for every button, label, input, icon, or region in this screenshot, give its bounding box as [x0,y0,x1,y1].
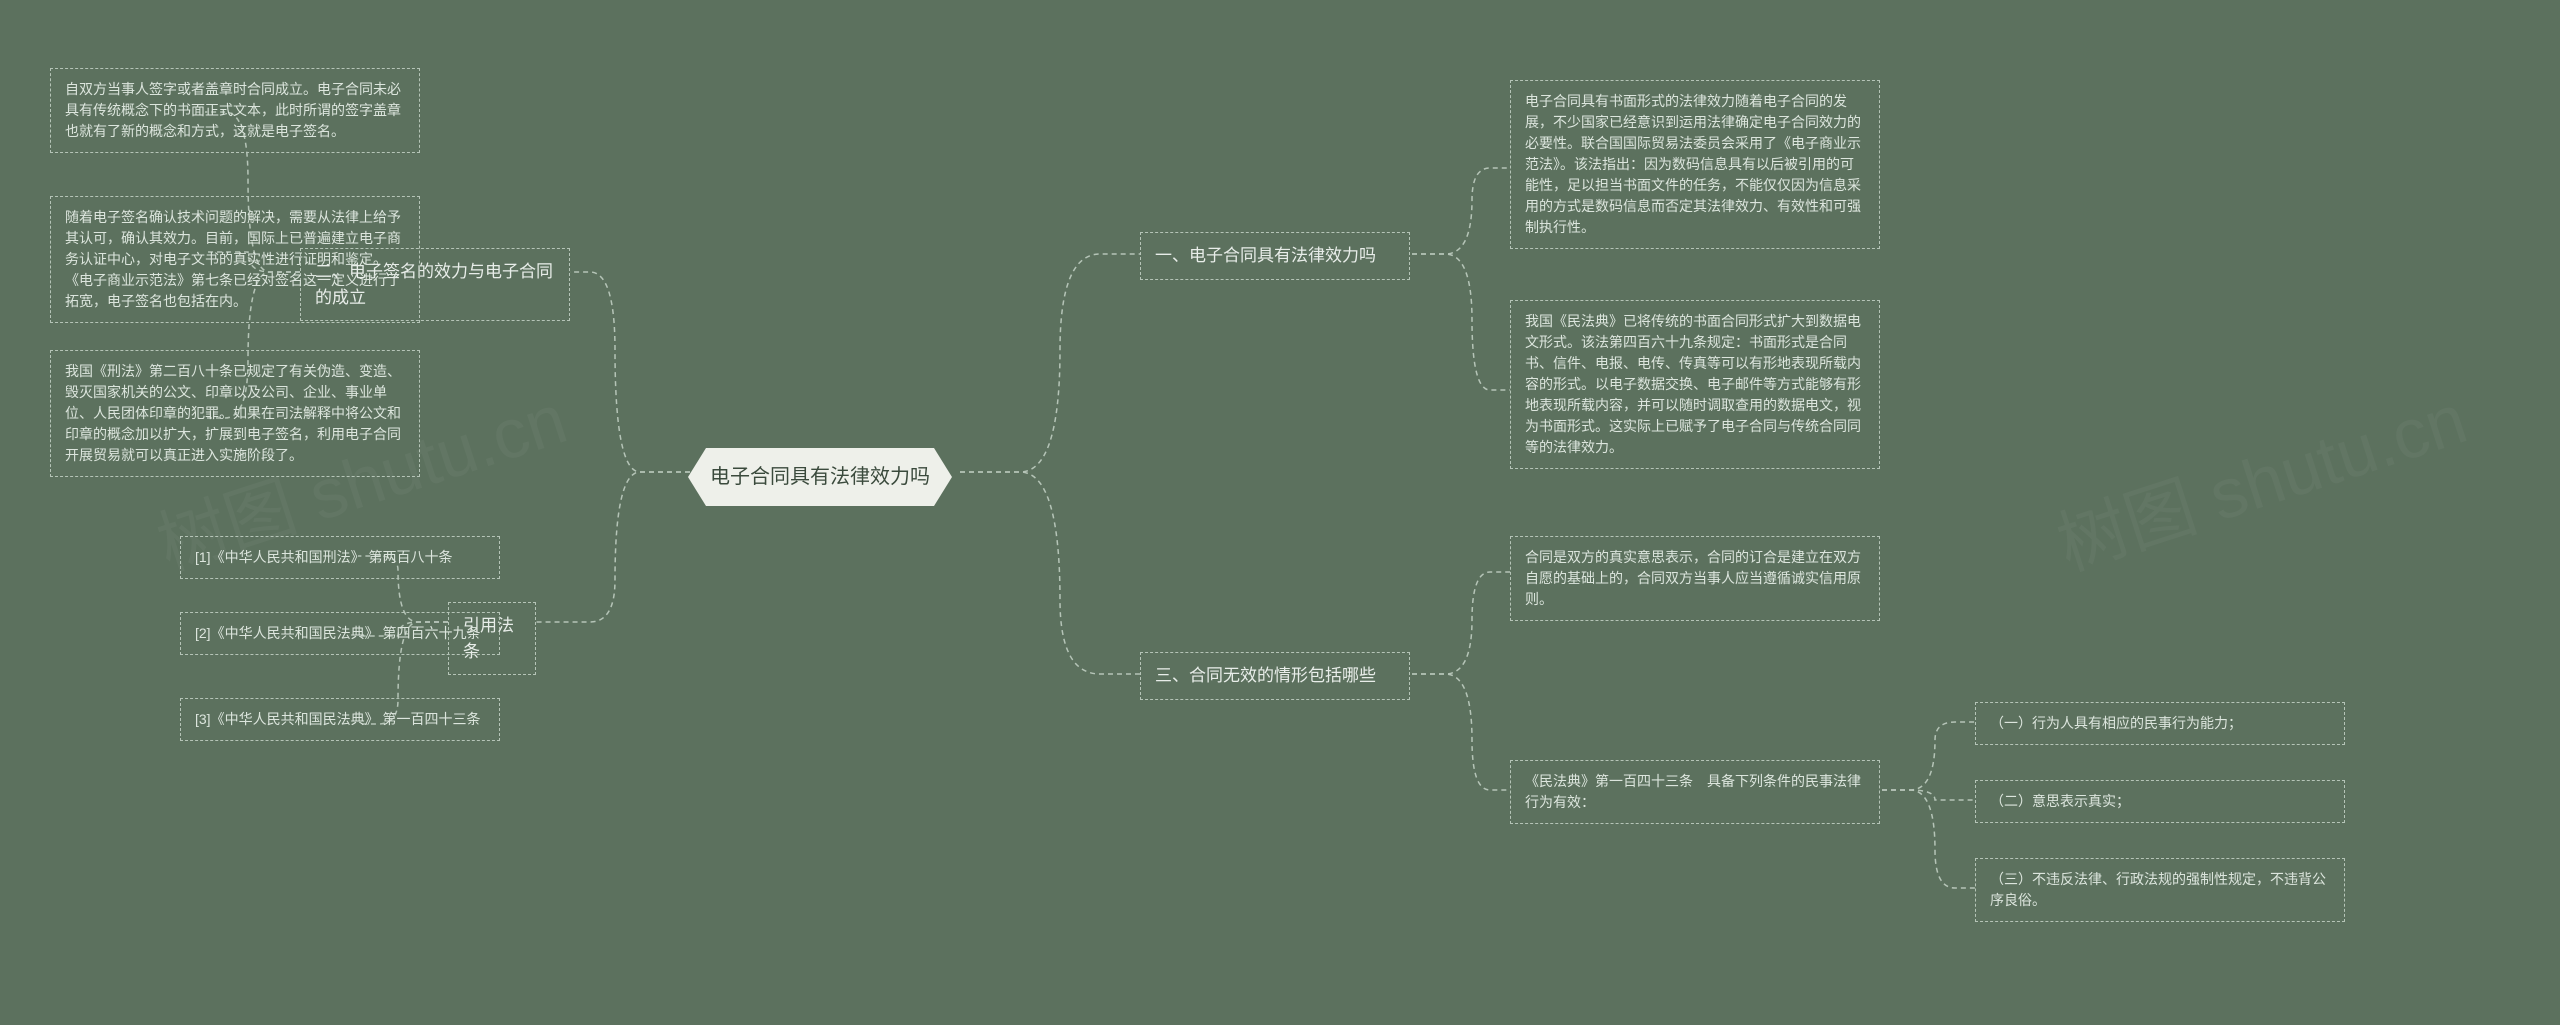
refs-item-3-text: [3]《中华人民共和国民法典》 第一百四十三条 [195,711,480,727]
center-text: 电子合同具有法律效力吗 [710,466,930,488]
branch-1-leaf-1: 电子合同具有书面形式的法律效力随着电子合同的发展，不少国家已经意识到运用法律确定… [1510,80,1880,249]
branch-3-sub-item-2-text: （二）意思表示真实； [1990,793,2130,809]
branch-1: 一、电子合同具有法律效力吗 [1140,232,1410,280]
branch-3-sub-item-3: （三）不违反法律、行政法规的强制性规定，不违背公序良俗。 [1975,858,2345,922]
branch-2-leaf-2: 随着电子签名确认技术问题的解决，需要从法律上给予其认可，确认其效力。目前，国际上… [50,196,420,323]
branch-3-sub-label: 《民法典》第一百四十三条 具备下列条件的民事法律行为有效： [1525,773,1861,810]
branch-3-sub-item-1-text: （一）行为人具有相应的民事行为能力； [1990,715,2242,731]
branch-2-leaf-1-text: 自双方当事人签字或者盖章时合同成立。电子合同未必具有传统概念下的书面正式文本，此… [65,81,401,139]
branch-3-sub-item-1: （一）行为人具有相应的民事行为能力； [1975,702,2345,745]
refs-item-1: [1]《中华人民共和国刑法》 第两百八十条 [180,536,500,579]
branch-3-sub: 《民法典》第一百四十三条 具备下列条件的民事法律行为有效： [1510,760,1880,824]
branch-2-leaf-2-text: 随着电子签名确认技术问题的解决，需要从法律上给予其认可，确认其效力。目前，国际上… [65,209,401,309]
branch-1-leaf-2-text: 我国《民法典》已将传统的书面合同形式扩大到数据电文形式。该法第四百六十九条规定：… [1525,313,1861,455]
branch-1-leaf-2: 我国《民法典》已将传统的书面合同形式扩大到数据电文形式。该法第四百六十九条规定：… [1510,300,1880,469]
center-node: 电子合同具有法律效力吗 [688,448,952,506]
refs-item-2: [2]《中华人民共和国民法典》 第四百六十九条 [180,612,500,655]
branch-3-leaf-1: 合同是双方的真实意思表示，合同的订合是建立在双方自愿的基础上的，合同双方当事人应… [1510,536,1880,621]
branch-3-sub-item-2: （二）意思表示真实； [1975,780,2345,823]
refs-item-3: [3]《中华人民共和国民法典》 第一百四十三条 [180,698,500,741]
watermark-2: 树图 shutu.cn [2044,367,2480,598]
branch-2-leaf-1: 自双方当事人签字或者盖章时合同成立。电子合同未必具有传统概念下的书面正式文本，此… [50,68,420,153]
refs-item-2-text: [2]《中华人民共和国民法典》 第四百六十九条 [195,625,480,641]
branch-1-leaf-1-text: 电子合同具有书面形式的法律效力随着电子合同的发展，不少国家已经意识到运用法律确定… [1525,93,1861,235]
branch-2-leaf-3: 我国《刑法》第二百八十条已规定了有关伪造、变造、毁灭国家机关的公文、印章以及公司… [50,350,420,477]
refs-item-1-text: [1]《中华人民共和国刑法》 第两百八十条 [195,549,452,565]
branch-3-leaf-1-text: 合同是双方的真实意思表示，合同的订合是建立在双方自愿的基础上的，合同双方当事人应… [1525,549,1861,607]
branch-1-label: 一、电子合同具有法律效力吗 [1155,246,1376,265]
branch-3: 三、合同无效的情形包括哪些 [1140,652,1410,700]
branch-3-sub-item-3-text: （三）不违反法律、行政法规的强制性规定，不违背公序良俗。 [1990,871,2326,908]
branch-2-leaf-3-text: 我国《刑法》第二百八十条已规定了有关伪造、变造、毁灭国家机关的公文、印章以及公司… [65,363,401,463]
branch-3-label: 三、合同无效的情形包括哪些 [1155,666,1376,685]
